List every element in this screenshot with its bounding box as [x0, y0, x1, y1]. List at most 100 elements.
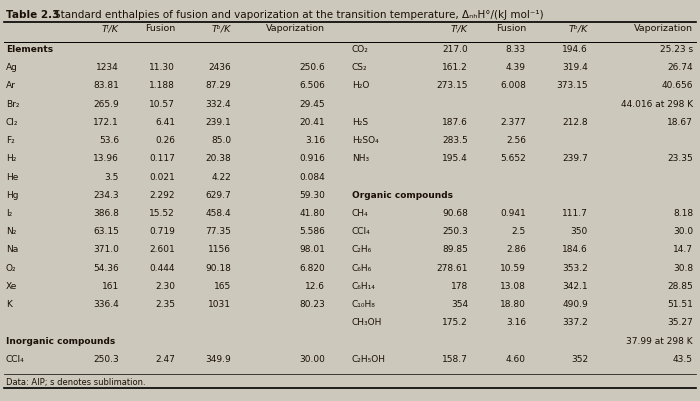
Text: 40.656: 40.656 [662, 81, 693, 91]
Text: C₆H₁₄: C₆H₁₄ [352, 282, 376, 291]
Text: 458.4: 458.4 [205, 209, 231, 218]
Text: 63.15: 63.15 [93, 227, 119, 236]
Text: 629.7: 629.7 [205, 191, 231, 200]
Text: CH₄: CH₄ [352, 209, 369, 218]
Text: 90.68: 90.68 [442, 209, 468, 218]
Text: 87.29: 87.29 [205, 81, 231, 91]
Text: I₂: I₂ [6, 209, 13, 218]
Text: 0.444: 0.444 [150, 264, 175, 273]
Text: 1031: 1031 [208, 300, 231, 309]
Text: 187.6: 187.6 [442, 118, 468, 127]
Text: 172.1: 172.1 [93, 118, 119, 127]
Text: 53.6: 53.6 [99, 136, 119, 145]
Text: 184.6: 184.6 [562, 245, 588, 255]
Text: 0.021: 0.021 [149, 172, 175, 182]
Text: H₂: H₂ [6, 154, 16, 163]
Text: Cl₂: Cl₂ [6, 118, 18, 127]
Text: 265.9: 265.9 [93, 100, 119, 109]
Text: 273.15: 273.15 [437, 81, 468, 91]
Text: 239.7: 239.7 [562, 154, 588, 163]
Text: Organic compounds: Organic compounds [352, 191, 453, 200]
Text: 77.35: 77.35 [205, 227, 231, 236]
Text: 350: 350 [570, 227, 588, 236]
Text: 337.2: 337.2 [562, 318, 588, 327]
Text: 18.67: 18.67 [667, 118, 693, 127]
Text: 1156: 1156 [208, 245, 231, 255]
Text: 1.188: 1.188 [149, 81, 175, 91]
Text: H₂O: H₂O [352, 81, 370, 91]
Text: 13.96: 13.96 [93, 154, 119, 163]
Text: 283.5: 283.5 [442, 136, 468, 145]
Text: 6.008: 6.008 [500, 81, 526, 91]
Text: 250.6: 250.6 [300, 63, 325, 72]
Text: 212.8: 212.8 [562, 118, 588, 127]
Text: Tᵇ/K: Tᵇ/K [568, 24, 588, 33]
Text: 15.52: 15.52 [149, 209, 175, 218]
Text: C₁₀H₈: C₁₀H₈ [352, 300, 376, 309]
Text: 2.292: 2.292 [150, 191, 175, 200]
Text: 29.45: 29.45 [300, 100, 325, 109]
Text: 175.2: 175.2 [442, 318, 468, 327]
Text: Fusion: Fusion [145, 24, 175, 33]
Text: Xe: Xe [6, 282, 18, 291]
Text: 0.941: 0.941 [500, 209, 526, 218]
Text: 6.506: 6.506 [299, 81, 325, 91]
Text: 194.6: 194.6 [562, 45, 588, 54]
Text: CS₂: CS₂ [352, 63, 368, 72]
Text: 18.80: 18.80 [500, 300, 526, 309]
Text: 83.81: 83.81 [93, 81, 119, 91]
Text: CO₂: CO₂ [352, 45, 369, 54]
Text: 59.30: 59.30 [299, 191, 325, 200]
Text: 195.4: 195.4 [442, 154, 468, 163]
Text: He: He [6, 172, 18, 182]
Text: H₂S: H₂S [352, 118, 368, 127]
Text: CH₃OH: CH₃OH [352, 318, 382, 327]
Text: 161.2: 161.2 [442, 63, 468, 72]
Text: 2.56: 2.56 [506, 136, 526, 145]
Text: 2.377: 2.377 [500, 118, 526, 127]
Text: 250.3: 250.3 [93, 355, 119, 364]
Text: 352: 352 [571, 355, 588, 364]
Text: 0.084: 0.084 [300, 172, 325, 182]
Text: 2.30: 2.30 [155, 282, 175, 291]
Text: 0.117: 0.117 [149, 154, 175, 163]
Text: 20.41: 20.41 [300, 118, 325, 127]
Text: 13.08: 13.08 [500, 282, 526, 291]
Text: 30.8: 30.8 [673, 264, 693, 273]
Text: 234.3: 234.3 [93, 191, 119, 200]
Text: 20.38: 20.38 [205, 154, 231, 163]
Text: 2436: 2436 [209, 63, 231, 72]
Text: Br₂: Br₂ [6, 100, 20, 109]
Text: 51.51: 51.51 [667, 300, 693, 309]
Text: 41.80: 41.80 [300, 209, 325, 218]
Text: 23.35: 23.35 [667, 154, 693, 163]
Text: 217.0: 217.0 [442, 45, 468, 54]
Text: 10.59: 10.59 [500, 264, 526, 273]
Text: 2.5: 2.5 [512, 227, 526, 236]
Text: 10.57: 10.57 [149, 100, 175, 109]
Text: Inorganic compounds: Inorganic compounds [6, 336, 116, 346]
Text: 3.16: 3.16 [305, 136, 325, 145]
Text: 165: 165 [214, 282, 231, 291]
Text: 2.601: 2.601 [149, 245, 175, 255]
Text: 490.9: 490.9 [562, 300, 588, 309]
Text: 3.16: 3.16 [506, 318, 526, 327]
Text: Tⁱ/K: Tⁱ/K [102, 24, 119, 33]
Text: Na: Na [6, 245, 18, 255]
Text: 30.0: 30.0 [673, 227, 693, 236]
Text: N₂: N₂ [6, 227, 16, 236]
Text: 342.1: 342.1 [562, 282, 588, 291]
Text: 35.27: 35.27 [667, 318, 693, 327]
Text: K: K [6, 300, 12, 309]
Text: 354: 354 [451, 300, 468, 309]
Text: C₂H₅OH: C₂H₅OH [352, 355, 386, 364]
Text: 98.01: 98.01 [299, 245, 325, 255]
Text: 6.41: 6.41 [155, 118, 175, 127]
Text: 26.74: 26.74 [667, 63, 693, 72]
Text: 8.18: 8.18 [673, 209, 693, 218]
Text: Hg: Hg [6, 191, 18, 200]
Text: Fusion: Fusion [496, 24, 526, 33]
Text: O₂: O₂ [6, 264, 17, 273]
Text: C₆H₆: C₆H₆ [352, 264, 372, 273]
Text: Vaporization: Vaporization [266, 24, 325, 33]
